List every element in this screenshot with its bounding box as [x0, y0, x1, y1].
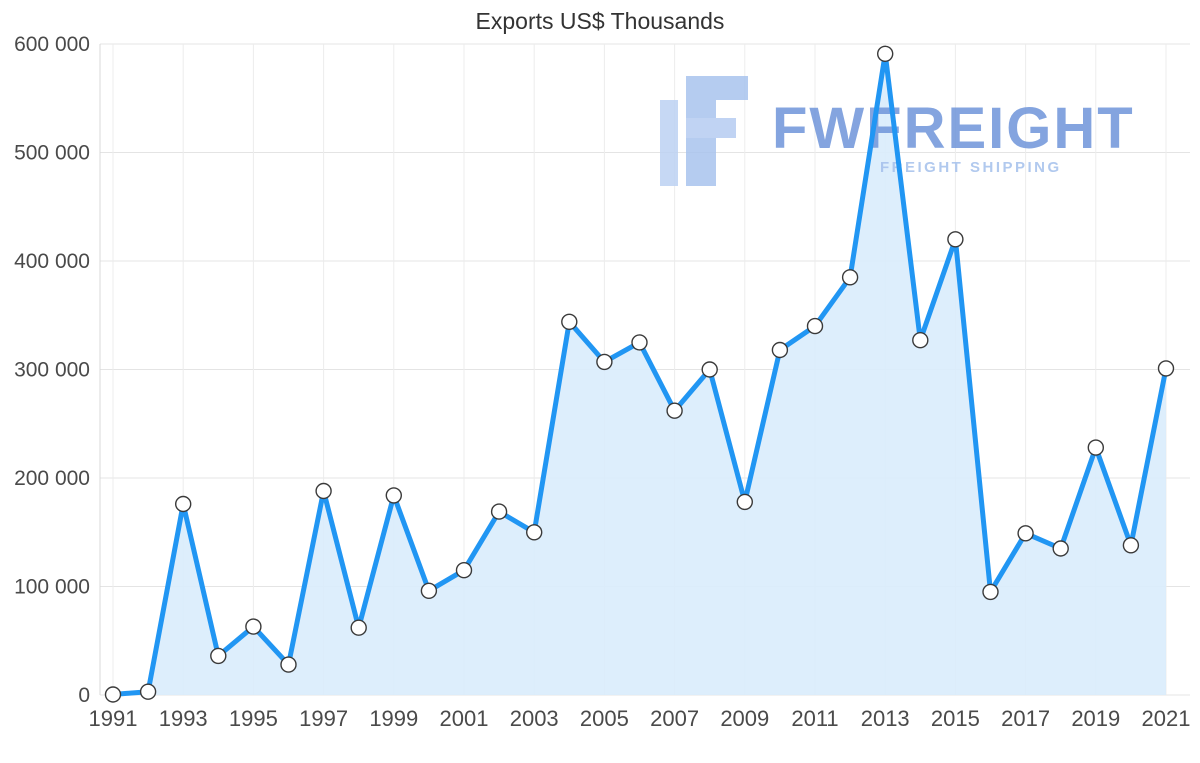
chart-title: Exports US$ Thousands	[475, 8, 725, 34]
y-tick-label: 100 000	[14, 576, 90, 599]
data-point[interactable]	[1157, 360, 1175, 377]
data-point[interactable]	[771, 341, 789, 359]
data-point[interactable]	[947, 231, 964, 248]
x-tick-label: 1995	[229, 706, 278, 731]
x-tick-label: 2015	[931, 706, 980, 731]
x-tick-label: 2003	[510, 706, 559, 731]
data-points	[104, 45, 1175, 703]
data-point[interactable]	[490, 503, 508, 520]
data-point[interactable]	[736, 493, 753, 511]
data-point[interactable]	[841, 269, 859, 286]
data-point[interactable]	[245, 618, 262, 635]
data-point[interactable]	[1052, 540, 1069, 557]
brand-logo-icon	[660, 76, 748, 186]
data-point[interactable]	[596, 353, 613, 371]
data-point[interactable]	[877, 45, 894, 62]
x-tick-label: 1991	[89, 706, 138, 731]
y-tick-label: 0	[78, 684, 90, 707]
axis-labels: 0 100 000 200 000 300 000 400 000 500 000 600 …	[14, 33, 1190, 731]
data-point[interactable]	[1122, 537, 1140, 554]
x-tick-label: 2007	[650, 706, 699, 731]
data-point[interactable]	[561, 313, 578, 330]
x-tick-label: 2013	[861, 706, 910, 731]
data-point[interactable]	[1017, 525, 1034, 542]
x-tick-label: 1997	[299, 706, 348, 731]
x-tick-label: 2011	[791, 706, 838, 731]
data-point[interactable]	[666, 402, 683, 419]
brand-tagline: FREIGHT SHIPPING	[880, 159, 1062, 176]
brand-watermark: FWFREIGHT FREIGHT SHIPPING	[660, 76, 1135, 186]
data-point[interactable]	[174, 495, 192, 513]
data-point[interactable]	[385, 487, 402, 504]
logo-bar-left	[660, 100, 678, 186]
data-point[interactable]	[315, 482, 332, 500]
brand-name: FWFREIGHT	[772, 96, 1135, 161]
data-point[interactable]	[210, 647, 227, 665]
y-tick-label: 600 000	[14, 33, 90, 56]
x-tick-label: 2009	[720, 706, 769, 731]
data-point[interactable]	[104, 686, 122, 703]
y-tick-label: 500 000	[14, 142, 90, 165]
data-point[interactable]	[982, 583, 999, 601]
x-tick-label: 1999	[369, 706, 418, 731]
y-tick-label: 400 000	[14, 250, 90, 273]
logo-bar-top	[686, 76, 748, 100]
x-tick-label: 1993	[159, 706, 208, 731]
data-point[interactable]	[139, 683, 157, 700]
data-point[interactable]	[701, 361, 718, 378]
logo-bar-middle	[686, 118, 736, 138]
data-point[interactable]	[280, 656, 297, 673]
data-point[interactable]	[631, 334, 648, 351]
y-tick-label: 300 000	[14, 359, 90, 382]
x-tick-label: 2017	[1001, 706, 1050, 731]
data-point[interactable]	[526, 524, 543, 541]
x-tick-label: 2021	[1142, 706, 1191, 731]
data-point[interactable]	[420, 582, 438, 599]
data-point[interactable]	[455, 562, 473, 579]
data-point[interactable]	[912, 332, 929, 349]
data-point[interactable]	[806, 317, 824, 335]
x-tick-label: 2001	[440, 706, 489, 731]
data-point[interactable]	[350, 619, 367, 636]
x-tick-label: 2019	[1071, 706, 1120, 731]
data-point[interactable]	[1087, 439, 1105, 456]
y-tick-label: 200 000	[14, 467, 90, 490]
x-tick-label: 2005	[580, 706, 629, 731]
